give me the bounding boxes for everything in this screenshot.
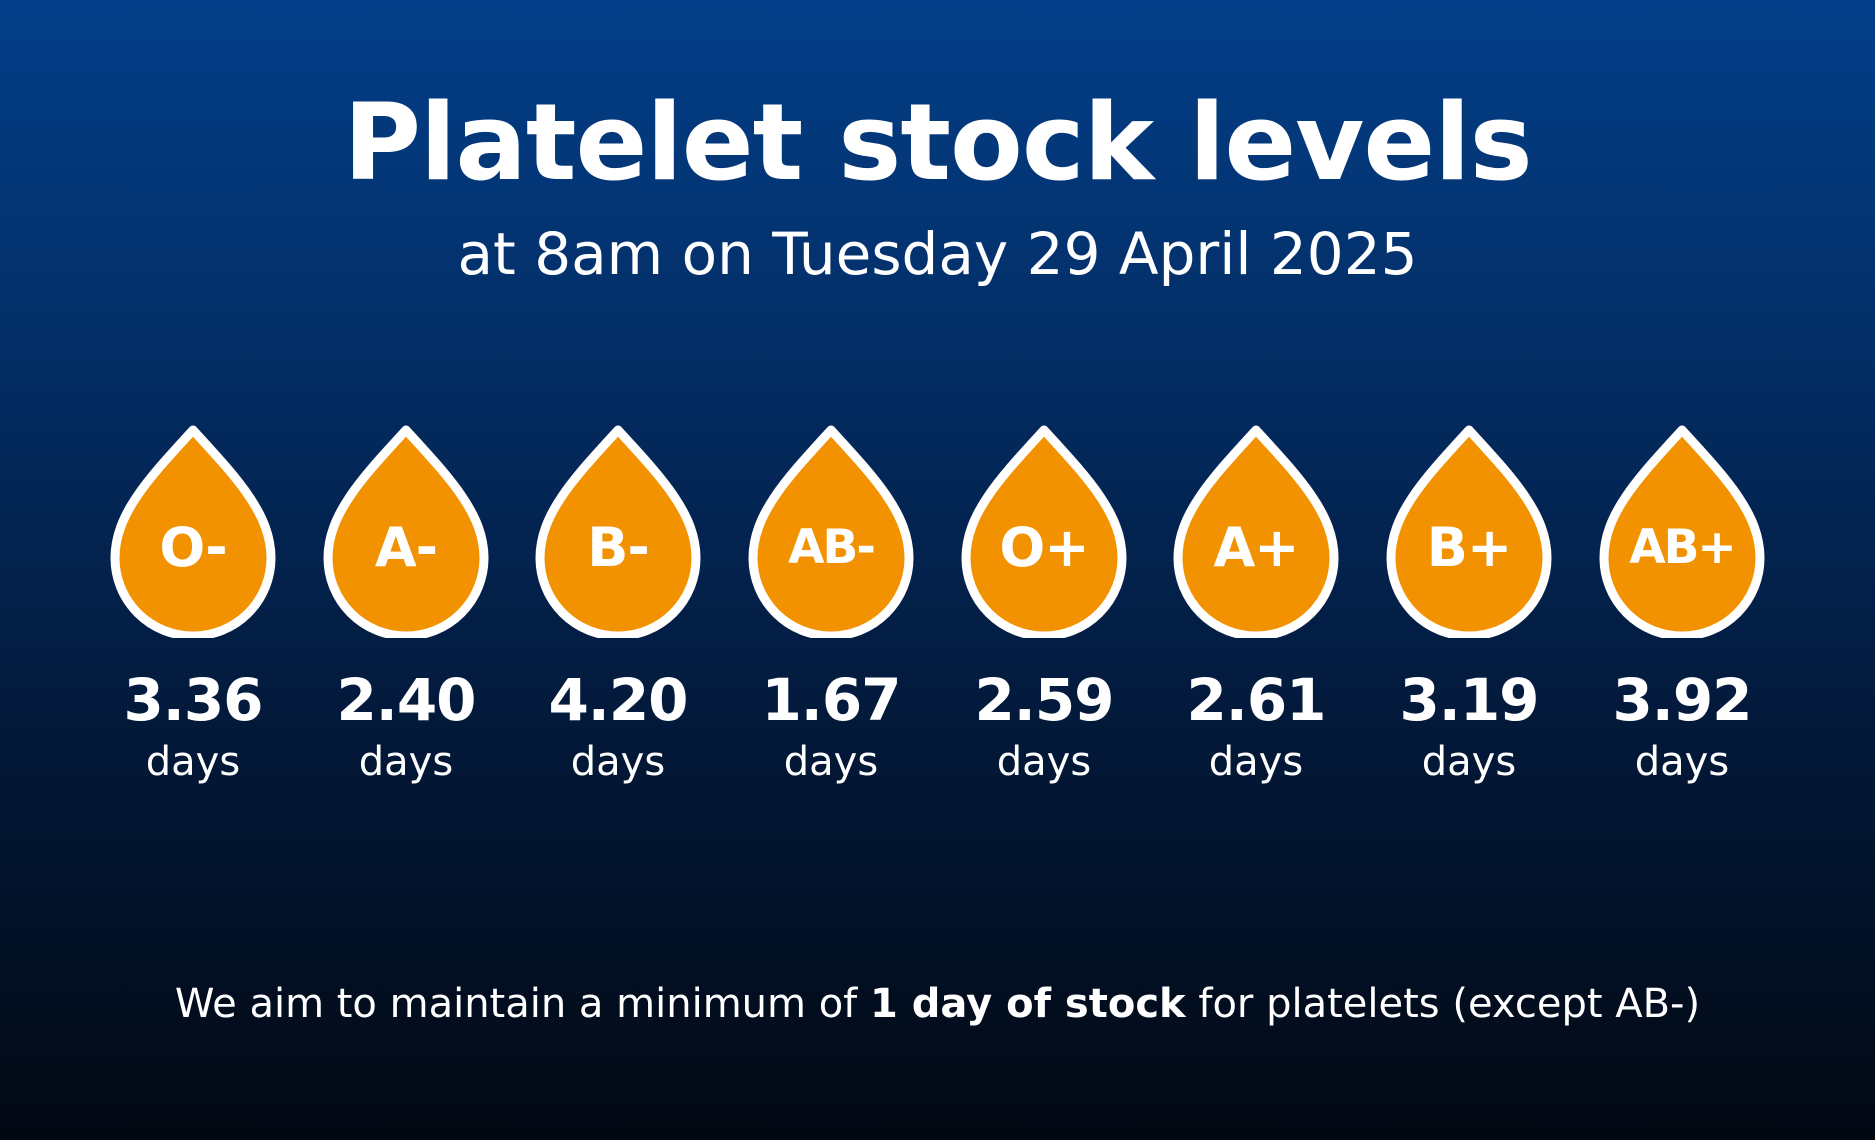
blood-group-label: A-	[374, 516, 438, 579]
stock-days-unit: days	[145, 739, 241, 785]
blood-group-label: B-	[587, 516, 650, 579]
stock-days-unit: days	[570, 739, 666, 785]
blood-group-o-positive: O+ 2.59 days	[944, 418, 1144, 798]
blood-group-b-positive: B+ 3.19 days	[1369, 418, 1569, 798]
stock-days-value: 2.61	[1186, 666, 1326, 734]
blood-group-ab-negative: AB- 1.67 days	[731, 418, 931, 798]
blood-group-a-positive: A+ 2.61 days	[1156, 418, 1356, 798]
stock-days-unit: days	[1421, 739, 1517, 785]
page-title: Platelet stock levels	[343, 81, 1532, 204]
stock-days-value: 3.92	[1612, 666, 1752, 734]
blood-drop-icon	[110, 425, 276, 638]
blood-drop-icon	[1599, 425, 1765, 638]
stock-days-value: 1.67	[761, 666, 901, 734]
blood-group-b-negative: B- 4.20 days	[518, 418, 718, 798]
stock-days-unit: days	[358, 739, 454, 785]
blood-group-ab-positive: AB+ 3.92 days	[1582, 418, 1782, 798]
blood-group-label: AB-	[788, 520, 876, 575]
blood-drop-icon	[748, 425, 914, 638]
blood-group-a-negative: A- 2.40 days	[306, 418, 506, 798]
page-subtitle: at 8am on Tuesday 29 April 2025	[457, 220, 1418, 288]
stock-days-value: 3.19	[1399, 666, 1539, 734]
blood-group-label: AB+	[1629, 520, 1737, 575]
stock-days-unit: days	[1208, 739, 1304, 785]
stock-days-value: 4.20	[548, 666, 688, 734]
footnote-prefix: We aim to maintain a minimum of	[174, 981, 870, 1027]
blood-group-list: O- 3.36 days A- 2.40 days B- 4.20 days A…	[0, 418, 1875, 798]
stock-days-unit: days	[1634, 739, 1730, 785]
blood-drop-icon	[961, 425, 1127, 638]
blood-group-label: O+	[999, 516, 1089, 579]
blood-group-label: B+	[1426, 516, 1512, 579]
blood-drop-icon	[535, 425, 701, 638]
footnote-suffix: for platelets (except AB-)	[1185, 981, 1701, 1027]
blood-group-o-negative: O- 3.36 days	[93, 418, 293, 798]
blood-drop-icon	[1386, 425, 1552, 638]
stock-days-value: 3.36	[123, 666, 263, 734]
stock-target-note: We aim to maintain a minimum of 1 day of…	[0, 976, 1875, 1032]
footnote-emphasis: 1 day of stock	[869, 981, 1186, 1027]
stock-days-unit: days	[783, 739, 879, 785]
stock-days-value: 2.40	[336, 666, 476, 734]
blood-drop-icon	[1173, 425, 1339, 638]
blood-drop-icon	[323, 425, 489, 638]
stock-days-value: 2.59	[974, 666, 1114, 734]
blood-group-label: O-	[159, 516, 227, 579]
blood-group-label: A+	[1213, 516, 1299, 579]
stock-days-unit: days	[996, 739, 1092, 785]
